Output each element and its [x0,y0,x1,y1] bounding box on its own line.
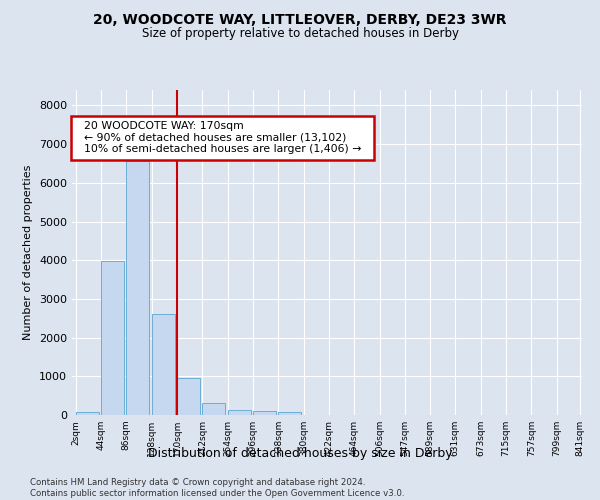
Text: 20 WOODCOTE WAY: 170sqm  
  ← 90% of detached houses are smaller (13,102)  
  10: 20 WOODCOTE WAY: 170sqm ← 90% of detache… [77,121,368,154]
Bar [253,411,276,415]
Bar [202,403,226,415]
Bar [101,260,124,415]
Bar [278,412,301,415]
Text: 20, WOODCOTE WAY, LITTLEOVER, DERBY, DE23 3WR: 20, WOODCOTE WAY, LITTLEOVER, DERBY, DE2… [93,12,507,26]
Bar [127,161,149,415]
Text: Size of property relative to detached houses in Derby: Size of property relative to detached ho… [142,28,458,40]
Y-axis label: Number of detached properties: Number of detached properties [23,165,34,340]
Bar [76,412,98,415]
Bar [152,314,175,415]
Text: Contains HM Land Registry data © Crown copyright and database right 2024.
Contai: Contains HM Land Registry data © Crown c… [30,478,404,498]
Bar [228,410,251,415]
Text: Distribution of detached houses by size in Derby: Distribution of detached houses by size … [148,448,452,460]
Bar [177,378,200,415]
